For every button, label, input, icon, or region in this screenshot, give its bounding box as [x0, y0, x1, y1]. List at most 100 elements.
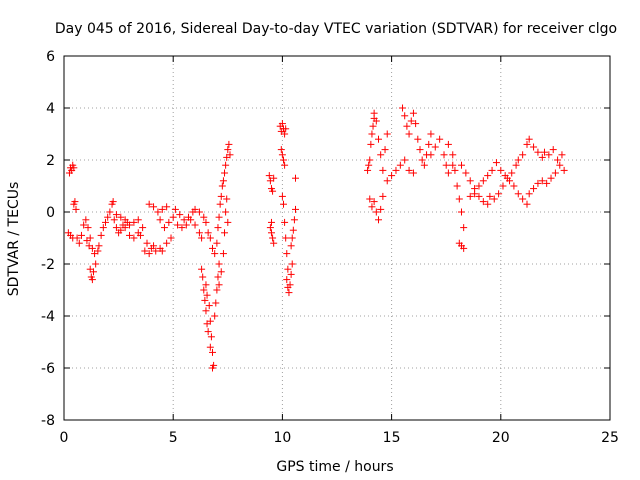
data-point: [538, 177, 546, 185]
data-point: [457, 161, 465, 169]
data-point: [112, 211, 120, 219]
data-point: [374, 135, 382, 143]
data-point: [221, 229, 229, 237]
data-point: [512, 161, 520, 169]
data-point: [365, 161, 373, 169]
x-tick-label: 25: [601, 430, 619, 446]
x-tick-label: 20: [492, 430, 510, 446]
data-point: [431, 143, 439, 151]
data-point: [217, 192, 225, 200]
data-point: [71, 198, 79, 206]
y-tick-label: 4: [46, 101, 55, 117]
data-point: [372, 208, 380, 216]
data-point: [205, 302, 213, 310]
data-point: [479, 177, 487, 185]
data-point: [214, 273, 222, 281]
data-point: [457, 208, 465, 216]
data-point: [367, 140, 375, 148]
data-point: [198, 265, 206, 273]
data-point: [416, 146, 424, 154]
data-point: [126, 231, 134, 239]
data-point: [460, 224, 468, 232]
data-point: [281, 130, 289, 138]
data-point: [499, 182, 507, 190]
data-point: [420, 161, 428, 169]
data-point: [288, 234, 296, 242]
data-point: [106, 208, 114, 216]
data-point: [217, 268, 225, 276]
data-point: [214, 224, 222, 232]
data-point: [83, 237, 91, 245]
data-point: [287, 270, 295, 278]
data-point: [269, 234, 277, 242]
data-point: [211, 312, 219, 320]
data-point: [547, 174, 555, 182]
data-point: [449, 161, 457, 169]
data-point: [484, 172, 492, 180]
data-point: [152, 247, 160, 255]
data-point: [462, 169, 470, 177]
y-tick-label: 0: [46, 205, 55, 221]
data-point: [110, 216, 118, 224]
data-point: [466, 177, 474, 185]
data-point: [130, 218, 138, 226]
data-point: [204, 328, 212, 336]
data-point: [279, 156, 287, 164]
data-point: [285, 289, 293, 297]
data-point: [405, 166, 413, 174]
data-point: [281, 161, 289, 169]
data-point: [368, 130, 376, 138]
data-point: [510, 182, 518, 190]
data-point: [89, 268, 97, 276]
data-point: [117, 226, 125, 234]
data-point: [219, 177, 227, 185]
data-point: [282, 125, 290, 133]
data-point: [160, 224, 168, 232]
data-point: [525, 135, 533, 143]
data-point: [460, 244, 468, 252]
data-point: [73, 234, 81, 242]
data-point: [206, 317, 214, 325]
data-point: [379, 166, 387, 174]
x-tick-label: 10: [273, 430, 291, 446]
data-point: [216, 200, 224, 208]
data-point: [286, 281, 294, 289]
chart-title: Day 045 of 2016, Sidereal Day-to-day VTE…: [55, 21, 617, 37]
data-point: [267, 229, 275, 237]
data-point: [475, 192, 483, 200]
data-point: [471, 190, 479, 198]
data-point: [269, 187, 277, 195]
data-point: [158, 247, 166, 255]
data-point: [202, 307, 210, 315]
data-point: [222, 161, 230, 169]
data-point: [219, 250, 227, 258]
data-point: [540, 148, 548, 156]
data-point: [409, 169, 417, 177]
data-point: [277, 146, 285, 154]
data-point: [176, 211, 184, 219]
data-point: [171, 205, 179, 213]
data-point: [187, 216, 195, 224]
data-point: [95, 242, 103, 250]
data-point: [207, 333, 215, 341]
data-point: [163, 239, 171, 247]
data-point: [198, 234, 206, 242]
data-point: [405, 130, 413, 138]
data-point: [289, 226, 297, 234]
data-point: [139, 224, 147, 232]
data-point: [409, 109, 417, 117]
data-point: [368, 203, 376, 211]
data-point: [414, 135, 422, 143]
data-point: [418, 156, 426, 164]
data-point: [554, 156, 562, 164]
data-point: [514, 156, 522, 164]
x-tick-label: 0: [60, 430, 69, 446]
data-point: [213, 286, 221, 294]
data-point: [84, 224, 92, 232]
data-point: [530, 185, 538, 193]
data-point: [77, 231, 85, 239]
data-point: [222, 208, 230, 216]
plot-frame: [63, 55, 611, 421]
data-point: [112, 224, 120, 232]
data-point: [366, 195, 374, 203]
